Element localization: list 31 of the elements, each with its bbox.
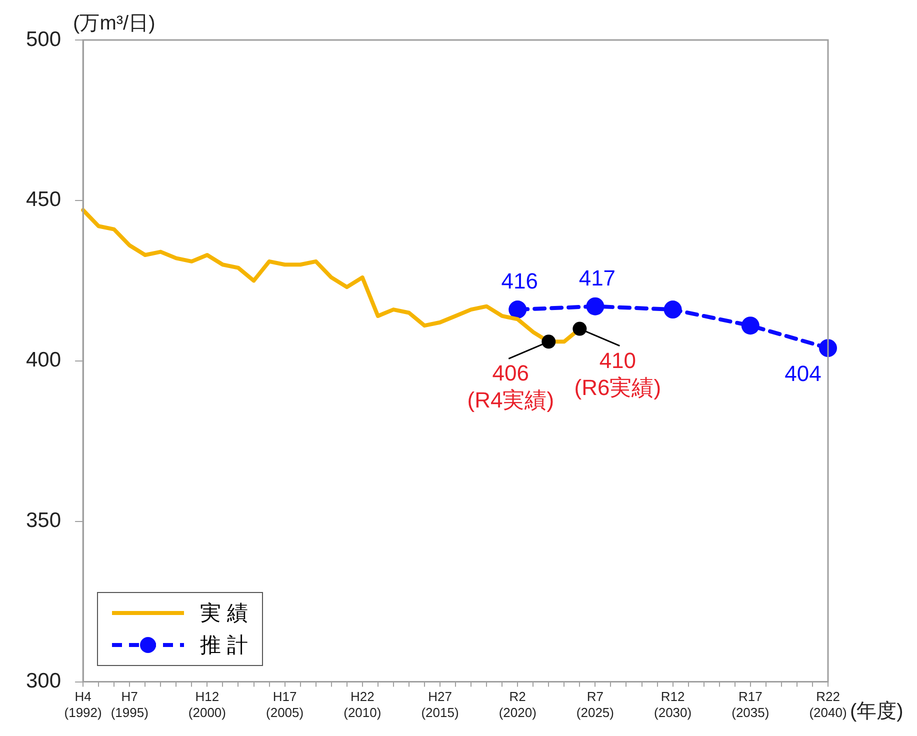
y-tick-label: 350 [26,509,62,532]
legend-label: 実 績 [200,600,248,627]
legend-label: 推 計 [200,632,248,659]
x-tick-label: H7 (1995) [110,689,148,720]
x-tick-label: H17 (2005) [266,689,304,720]
x-tick-label: R12 (2030) [654,689,692,720]
x-tick-label: R22 (2040) [809,689,847,720]
y-tick-label: 300 [26,670,62,693]
y-tick-label: 400 [26,348,62,372]
point [508,300,527,319]
point [572,322,587,336]
x-tick-label: R2 (2020) [498,689,536,720]
point [586,297,604,316]
data-label: 404 [784,361,822,386]
x-axis-title: (年度) [850,700,904,722]
point [664,300,682,319]
x-tick-label: H4 (1992) [64,689,102,720]
x-tick-label: R17 (2035) [732,689,770,720]
y-tick-label: 500 [26,28,62,51]
data-label: 416 [501,268,538,294]
data-label: 417 [578,265,616,290]
point [741,316,760,335]
x-tick-label: R7 (2025) [576,689,614,720]
x-tick-label: H12 (2000) [188,689,226,720]
x-tick-label: H22 (2010) [344,689,382,720]
y-axis-title: (万m³/日) [73,12,156,35]
point [542,334,556,349]
data-label: 410 (R6実績) [574,348,662,400]
y-tick-label: 450 [26,188,62,212]
data-label: 406 (R4実績) [467,360,554,413]
x-tick-label: H27 (2015) [421,689,459,720]
